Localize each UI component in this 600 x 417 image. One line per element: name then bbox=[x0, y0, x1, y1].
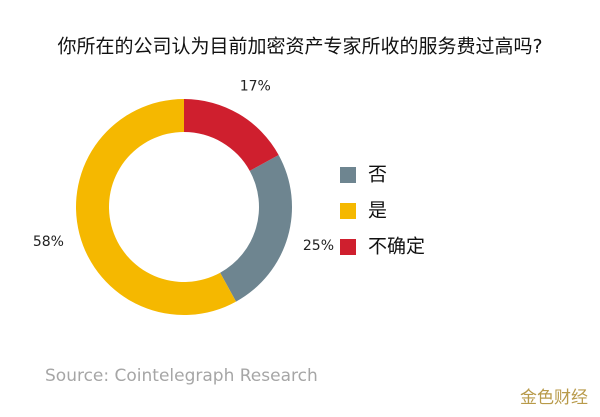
chart-title: 你所在的公司认为目前加密资产专家所收的服务费过高吗? bbox=[57, 36, 542, 58]
legend-swatch bbox=[340, 239, 356, 255]
legend-label: 不确定 bbox=[368, 236, 425, 258]
data-label: 25% bbox=[303, 238, 334, 254]
watermark: 金色财经 bbox=[520, 388, 588, 408]
data-label: 17% bbox=[240, 78, 271, 94]
pie-segment bbox=[220, 154, 292, 302]
source: Source: Cointelegraph Research bbox=[45, 366, 318, 386]
legend-label: 是 bbox=[368, 200, 387, 222]
data-label: 58% bbox=[33, 234, 64, 250]
legend-swatch bbox=[340, 203, 356, 219]
pie-segment bbox=[184, 99, 279, 171]
pie-segment bbox=[75, 99, 237, 315]
legend-swatch bbox=[340, 167, 356, 183]
legend-label: 否 bbox=[368, 164, 387, 186]
